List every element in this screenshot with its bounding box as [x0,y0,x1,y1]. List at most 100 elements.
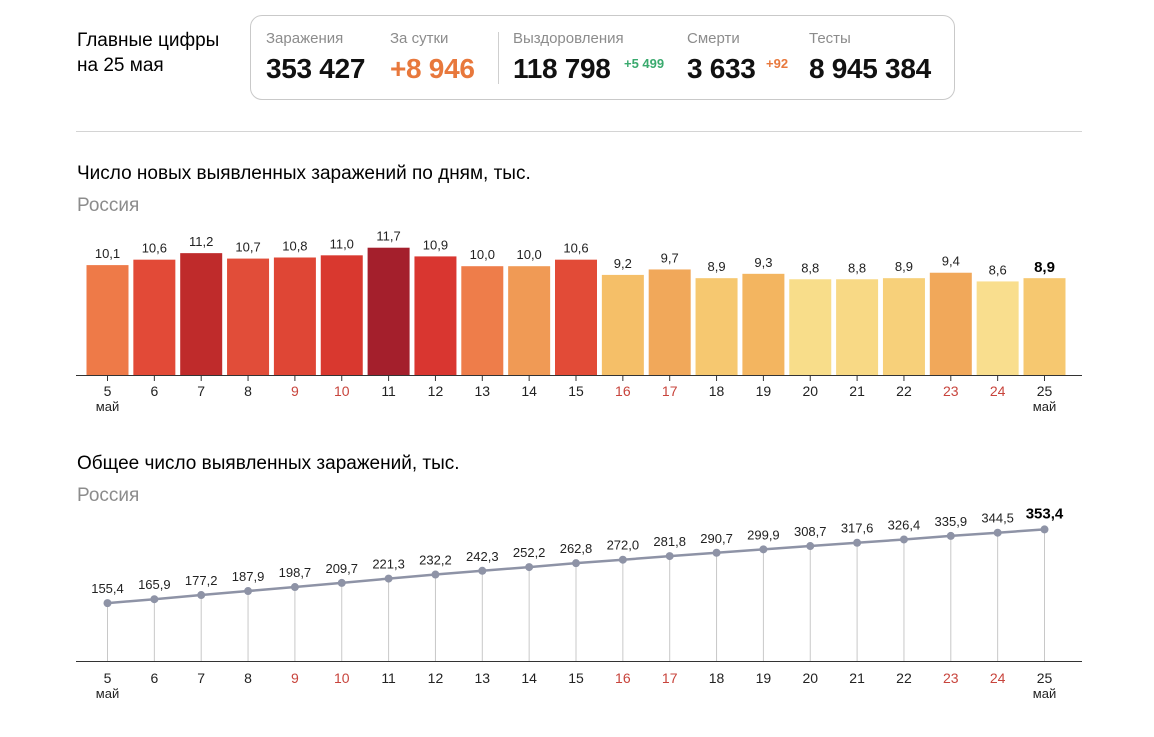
bar-tick-label-17: 17 [662,383,678,399]
line-tick-label-13: 13 [475,670,491,686]
line-value-label-25: 353,4 [1026,505,1064,522]
stat-daily-label: За сутки [390,30,449,47]
line-tick-label-21: 21 [849,670,865,686]
bar-21 [836,279,879,375]
stat-daily-value: +8 946 [390,53,475,84]
bar-value-label-7: 11,2 [189,234,213,249]
bar-24 [976,281,1019,375]
bar-15 [555,259,597,375]
bar-value-label-10: 11,0 [330,236,354,251]
total-infections-line-chart: 155,4 165,9 177,2 187,9 198,7 209,7 221,3 232,2… [76,505,1082,701]
stat-deaths-value: 3 633 [687,53,756,84]
bar-value-label-13: 10,0 [470,247,495,262]
line-point-12 [431,570,440,579]
bar-tick-label-13: 13 [475,383,491,399]
line-value-label-9: 198,7 [279,565,312,580]
line-value-label-12: 232,2 [419,553,452,568]
line-tick-label-11: 11 [381,670,396,686]
line-value-label-11: 221,3 [372,557,405,572]
line-value-label-8: 187,9 [232,569,265,584]
bar-6 [133,259,176,375]
stat-infections: Заражения 353 427 [266,30,365,85]
bar-tick-label-9: 9 [291,383,299,399]
daily-chart-subtitle: Россия [77,195,140,216]
total-chart-subtitle: Россия [77,485,140,506]
line-point-9 [290,583,299,592]
line-month-label-end: май [1033,686,1056,701]
bar-25 [1023,278,1066,375]
bar-tick-label-11: 11 [381,383,396,399]
bar-19 [742,273,785,375]
bar-tick-label-18: 18 [709,383,725,399]
stat-tests: Тесты 8 945 384 [809,30,931,85]
line-tick-label-23: 23 [943,670,959,686]
bar-10 [320,255,363,375]
bar-tick-label-24: 24 [990,383,1006,399]
line-value-label-18: 290,7 [700,531,733,546]
line-point-20 [806,542,815,551]
line-point-5 [103,599,112,608]
line-value-label-14: 252,2 [513,545,546,560]
bar-tick-label-12: 12 [428,383,444,399]
bar-18 [695,278,738,375]
bar-22 [882,278,925,375]
line-tick-label-17: 17 [662,670,678,686]
bar-value-label-20: 8,8 [801,260,819,275]
bar-11 [367,247,410,375]
stat-recovered: Выздоровления 118 798 [513,30,624,85]
stat-recovered-label: Выздоровления [513,30,624,47]
stat-deaths-label: Смерти [687,30,740,47]
line-point-17 [665,552,674,561]
card-divider [498,32,499,84]
line-point-14 [525,563,534,572]
line-value-label-19: 299,9 [747,527,780,542]
line-tick-label-16: 16 [615,670,631,686]
bar-tick-label-8: 8 [244,383,252,399]
bar-7 [180,253,223,375]
line-point-7 [197,591,206,600]
stat-deaths: Смерти 3 633 [687,30,756,85]
bar-tick-label-21: 21 [849,383,865,399]
headline: Главные цифры на 25 мая [77,28,219,78]
headline-line1: Главные цифры [77,30,220,51]
line-value-label-24: 344,5 [981,511,1014,526]
bar-tick-label-6: 6 [150,383,158,399]
line-value-label-7: 177,2 [185,573,218,588]
stat-infections-label: Заражения [266,30,344,47]
line-tick-label-19: 19 [756,670,772,686]
bar-value-label-25: 8,9 [1034,259,1055,276]
line-value-label-13: 242,3 [466,549,499,564]
bar-23 [929,272,972,375]
total-chart-title: Общее число выявленных заражений, тыс. [77,453,460,474]
line-point-11 [384,574,393,583]
line-point-25 [1040,525,1049,534]
line-value-label-20: 308,7 [794,524,827,539]
bar-tick-label-10: 10 [334,383,350,399]
daily-chart-title: Число новых выявленных заражений по дням… [77,163,531,184]
bar-month-label-start: май [96,399,119,414]
line-point-6 [150,595,159,604]
line-month-label-start: май [96,686,119,701]
bar-tick-label-7: 7 [197,383,205,399]
line-point-19 [759,545,768,554]
line-point-16 [618,555,627,564]
bar-12 [414,256,457,375]
bar-value-label-19: 9,3 [754,255,772,270]
line-point-15 [572,559,580,568]
bar-8 [227,258,270,375]
bar-value-label-22: 8,9 [895,259,913,274]
line-point-23 [946,531,955,540]
line-value-label-5: 155,4 [91,581,124,596]
bar-20 [789,279,832,375]
bar-value-label-6: 10,6 [142,241,167,256]
stat-tests-value: 8 945 384 [809,53,931,84]
stat-tests-label: Тесты [809,30,851,47]
bar-value-label-11: 11,7 [376,229,400,244]
line-tick-label-25: 25 [1037,670,1053,686]
line-value-label-15: 262,8 [560,541,593,556]
line-tick-label-14: 14 [521,670,537,686]
line-tick-label-8: 8 [244,670,252,686]
stat-recovered-value: 118 798 [513,53,611,84]
line-point-22 [899,535,908,544]
line-tick-label-5: 5 [104,670,112,686]
